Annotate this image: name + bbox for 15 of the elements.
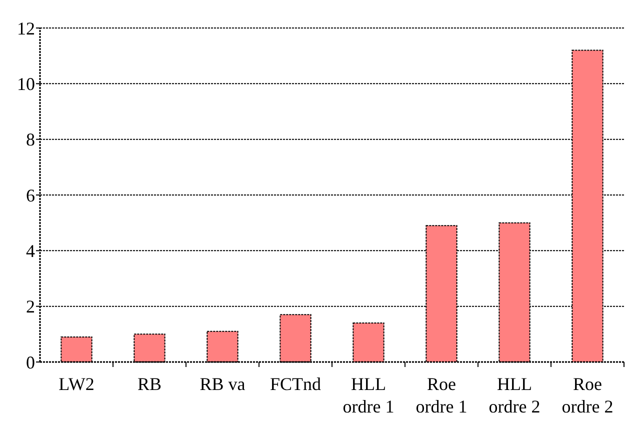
y-tick-label: 12 [17,18,35,38]
y-tick-label: 8 [26,130,35,150]
x-tick-label: HLL ordre 2 [488,374,540,416]
x-tick-label: Roe ordre 2 [562,374,614,416]
y-tick-label: 2 [26,296,35,317]
x-tick-label: Roe ordre 1 [416,374,468,416]
y-tick-label: 6 [26,185,35,206]
y-tick-label: 10 [17,74,35,94]
x-tick-label: FCTnd [270,374,322,394]
x-tick-label: HLL ordre 1 [342,374,394,416]
x-tick-label: LW2 [58,374,94,394]
y-tick-label: 4 [26,240,35,261]
y-tick-label: 0 [26,352,35,372]
x-tick-label: RB [137,374,162,394]
x-tick-label: RB va [200,374,246,394]
